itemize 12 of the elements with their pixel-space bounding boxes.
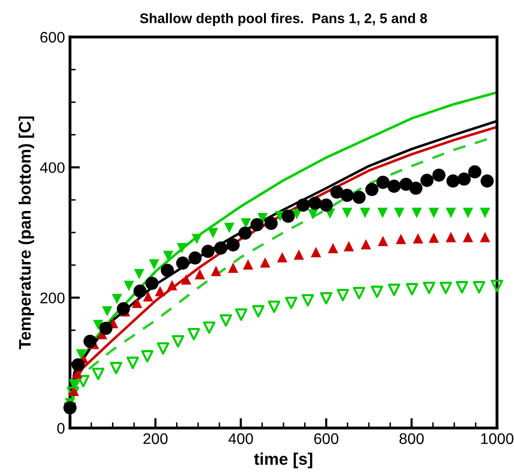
x-tick-label: 800: [400, 433, 424, 444]
x-axis-title: time [s]: [254, 452, 312, 468]
y-tick-label: 400: [40, 162, 65, 174]
y-axis-title: Temperature (pan bottom) [C]: [18, 116, 34, 350]
x-tick-label: 600: [314, 433, 338, 444]
x-tick-label: 1000: [481, 433, 514, 444]
y-tick-label: 200: [40, 292, 65, 304]
chart-title: Shallow depth pool fires. Pans 1, 2, 5 and 8: [140, 13, 428, 26]
y-tick-label: 0: [57, 422, 65, 434]
x-tick-label: 200: [143, 433, 168, 444]
y-tick-label: 600: [40, 32, 65, 43]
x-tick-label: 400: [228, 433, 253, 444]
